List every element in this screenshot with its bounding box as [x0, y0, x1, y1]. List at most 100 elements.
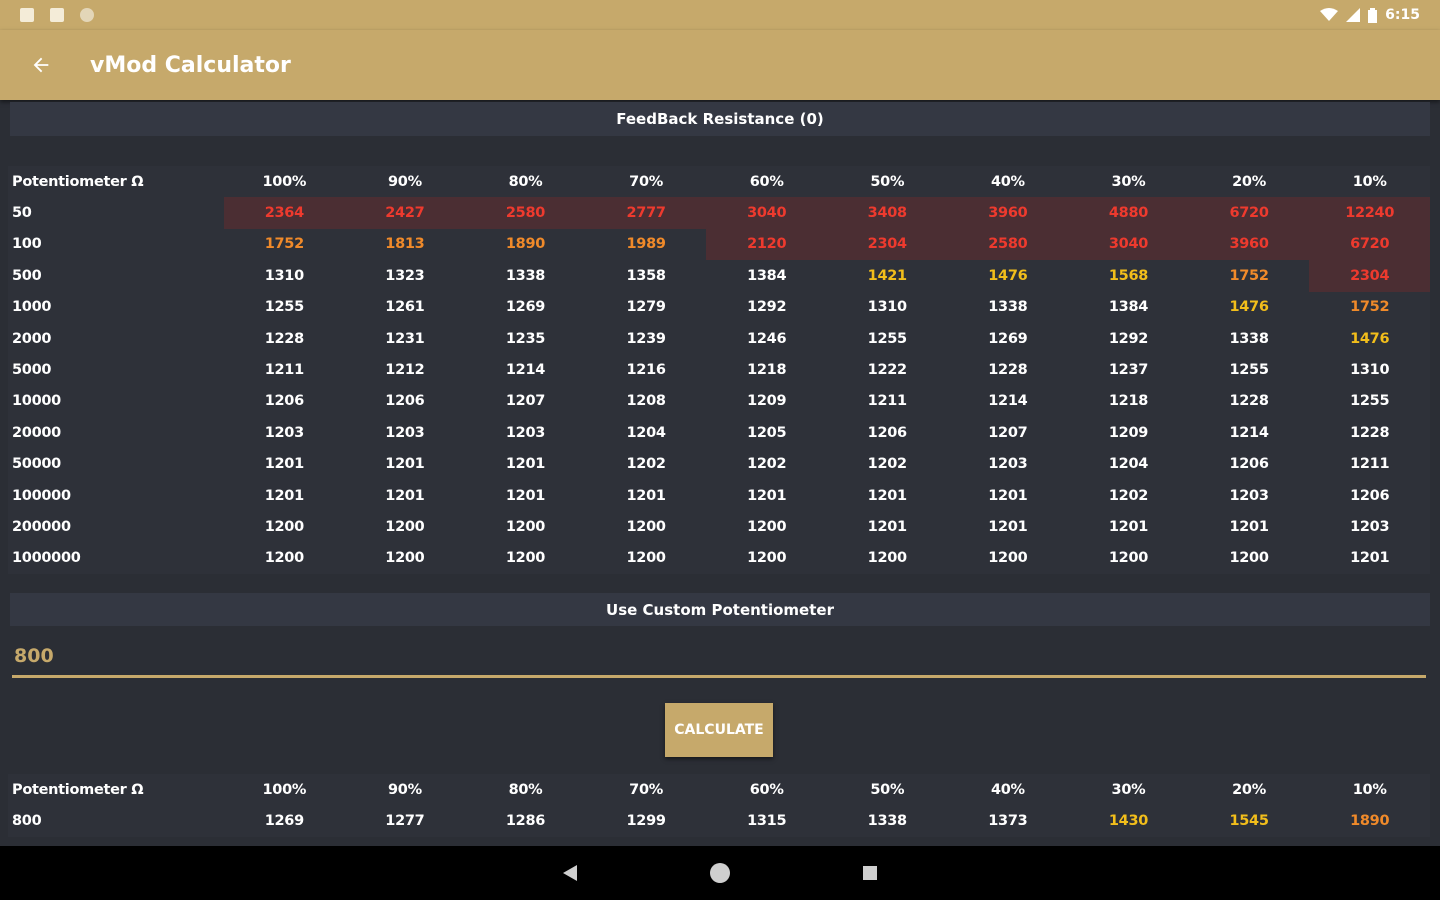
main_table-header-percent: 90% [387, 173, 422, 190]
table-cell: 2580 [947, 228, 1069, 261]
table-cell: 1228 [988, 362, 1028, 379]
table-row: 2000 1228 1231 1235 1239 1246 1255 1269 1292 1338… [8, 323, 1430, 354]
status-right: 6:15 [1320, 7, 1420, 23]
table-cell: 1200 [626, 518, 666, 535]
table-cell: 1200 [1229, 550, 1269, 567]
main_table-header-percent: 50% [870, 173, 905, 190]
table-cell: 1214 [988, 393, 1028, 410]
table-cell: 6720 [1309, 228, 1430, 261]
app-bar: vMod Calculator [0, 30, 1440, 100]
resistance-table: Potentiometer Ω 100% 90% 80% 70% 60% 50% 40% 30%… [8, 166, 1430, 575]
nav-home-button[interactable] [705, 858, 735, 888]
back-triangle-icon [563, 865, 577, 881]
table-cell: 1218 [747, 362, 787, 379]
table-cell: 1476 [1229, 299, 1269, 316]
table-cell: 1209 [1108, 424, 1149, 441]
table-cell: 1214 [1229, 424, 1269, 441]
table-cell: 1358 [626, 267, 666, 284]
table-cell: 1476 [1350, 330, 1390, 347]
table-cell: 1203 [1350, 518, 1390, 535]
table-cell: 1202 [1108, 487, 1149, 504]
table-row: 20000 1203 1203 1203 1204 1205 1206 1207 1209 121… [8, 417, 1430, 448]
custom_table-header-percent: 30% [1111, 781, 1146, 798]
table-cell: 1255 [1229, 362, 1269, 379]
row-potentiometer-value: 500 [12, 267, 42, 284]
table-cell: 1568 [1108, 267, 1149, 284]
table-cell: 1206 [264, 393, 304, 410]
feedback-resistance-title: FeedBack Resistance (0) [616, 110, 824, 128]
table-cell: 1255 [264, 299, 304, 316]
status-time: 6:15 [1385, 7, 1420, 23]
table-row: 50 2364 2427 2580 2777 3040 3408 3960 4880 6720 12… [8, 197, 1430, 229]
table-cell: 1255 [867, 330, 907, 347]
nav-back-button[interactable] [555, 858, 585, 888]
navigation-bar [0, 846, 1440, 900]
table-cell: 1203 [988, 456, 1028, 473]
table-cell: 1384 [747, 267, 787, 284]
table-cell: 1239 [626, 330, 666, 347]
row-potentiometer-value: 1000 [12, 299, 52, 316]
table-cell: 1201 [264, 456, 304, 473]
table-row: 500 1310 1323 1338 1358 1384 1421 1476 1568 1752 2… [8, 260, 1430, 292]
custom-potentiometer-input[interactable] [12, 636, 1426, 678]
table-cell: 1200 [385, 550, 425, 567]
main_table-header-percent: 40% [990, 173, 1025, 190]
main_table-header-percent: 60% [749, 173, 784, 190]
table-cell: 1203 [505, 424, 546, 441]
table-cell: 1228 [1229, 393, 1269, 410]
custom_table-header-percent: 40% [990, 781, 1025, 798]
table-cell: 1277 [385, 813, 425, 830]
custom_table-header-percent: 60% [749, 781, 784, 798]
table-cell: 1200 [626, 550, 666, 567]
recents-square-icon [863, 866, 877, 880]
table-cell: 2120 [706, 228, 827, 261]
table-cell: 2304 [1309, 260, 1430, 292]
main_table-header-percent: 80% [508, 173, 543, 190]
table-cell: 1269 [505, 299, 546, 316]
table-cell: 1204 [626, 424, 666, 441]
table-cell: 1231 [385, 330, 425, 347]
circle-icon [80, 8, 94, 22]
table-row: 100000 1201 1201 1201 1201 1201 1201 1201 1202 12… [8, 480, 1430, 511]
nav-recents-button[interactable] [855, 858, 885, 888]
table-cell: 1228 [1350, 424, 1390, 441]
table-cell: 1201 [747, 487, 787, 504]
table-cell: 1211 [1350, 456, 1390, 473]
table-cell: 1279 [626, 299, 666, 316]
table-cell: 1752 [1350, 299, 1390, 316]
custom_table-header-percent: 90% [387, 781, 422, 798]
row-potentiometer-value: 2000 [12, 330, 52, 347]
table-cell: 1752 [264, 236, 304, 253]
table-cell: 1255 [1350, 393, 1390, 410]
notification-icon [20, 8, 34, 22]
table-cell: 1206 [385, 393, 425, 410]
table-cell: 1310 [1350, 362, 1390, 379]
table-cell: 1299 [626, 813, 666, 830]
table-cell: 1338 [505, 267, 546, 284]
table-cell: 1214 [505, 362, 546, 379]
main_table-header-percent: 20% [1232, 173, 1266, 190]
table-cell: 3040 [1068, 228, 1189, 261]
table-cell: 1201 [867, 487, 907, 504]
table-cell: 1201 [1229, 518, 1269, 535]
table-row: 1000 1255 1261 1269 1279 1292 1310 1338 1384 1476… [8, 292, 1430, 323]
battery-icon [1368, 7, 1378, 23]
table-cell: 12240 [1309, 197, 1430, 229]
wifi-icon [1320, 8, 1339, 21]
row-potentiometer-value: 200000 [12, 518, 71, 535]
table-cell: 1202 [626, 456, 666, 473]
table-cell: 1292 [1108, 330, 1149, 347]
table-cell: 2427 [344, 197, 466, 229]
custom_table-header-percent: 10% [1352, 781, 1387, 798]
custom_table-header-percent: 80% [508, 781, 543, 798]
back-button[interactable] [16, 40, 66, 90]
calculate-button[interactable]: CALCULATE [665, 703, 773, 757]
table-cell: 1421 [867, 267, 907, 284]
table-cell: 1338 [867, 813, 907, 830]
custom_table-header-row: Potentiometer Ω 100% 90% 80% 70% 60% 50% 40% 30%… [8, 774, 1430, 805]
table-cell: 1338 [988, 299, 1028, 316]
table-cell: 1222 [867, 362, 907, 379]
main_table-header-percent: 70% [629, 173, 663, 190]
table-cell: 6720 [1188, 197, 1310, 229]
table-cell: 1206 [867, 424, 907, 441]
